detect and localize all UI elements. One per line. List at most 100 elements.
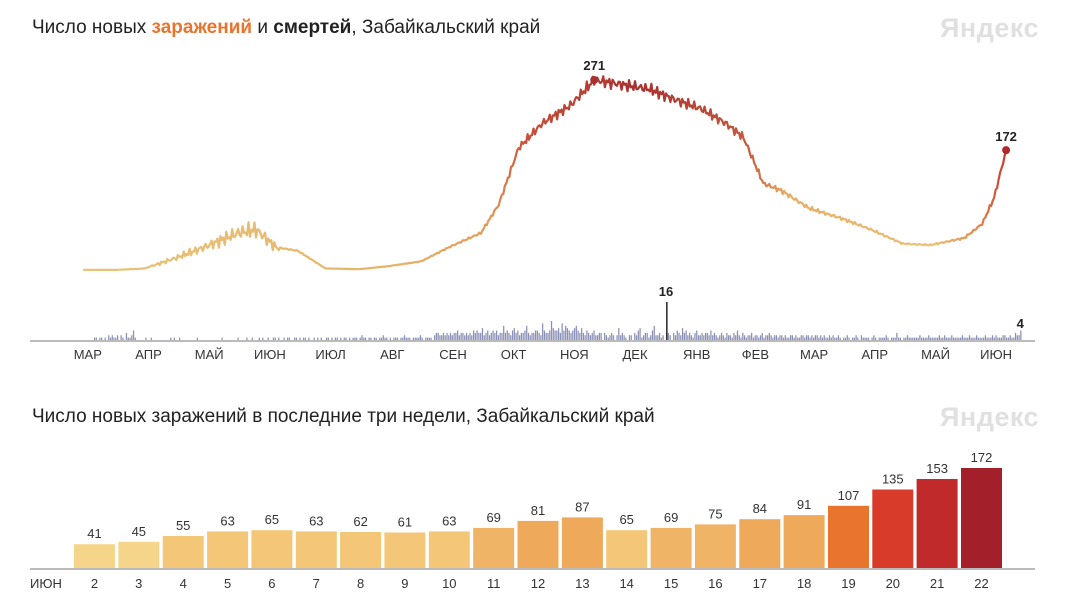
- deaths-bar: [129, 337, 131, 341]
- day-tick-label: 15: [664, 576, 678, 591]
- deaths-bar: [421, 337, 423, 341]
- deaths-bar: [448, 335, 450, 340]
- deaths-bar: [676, 330, 678, 340]
- deaths-bar: [572, 330, 574, 340]
- deaths-bar: [993, 337, 995, 341]
- deaths-bar: [495, 330, 498, 340]
- deaths-bar: [349, 337, 351, 341]
- deaths-bar: [699, 335, 701, 340]
- deaths-bar: [251, 337, 253, 341]
- deaths-bar: [791, 335, 793, 340]
- deaths-bar: [882, 337, 884, 341]
- deaths-bar: [619, 335, 622, 340]
- deaths-bar: [958, 337, 960, 341]
- deaths-bar: [621, 332, 623, 341]
- deaths-bar: [109, 337, 112, 341]
- title-part1: Число новых: [32, 17, 152, 38]
- deaths-bar: [798, 337, 801, 341]
- deaths-bar: [283, 337, 285, 341]
- deaths-bar: [903, 337, 905, 341]
- deaths-bar: [501, 332, 503, 341]
- deaths-bar: [320, 337, 322, 341]
- deaths-bar: [510, 335, 512, 340]
- yandex-logo-top: Яндекс: [940, 13, 1040, 43]
- deaths-bar: [302, 337, 305, 341]
- deaths-bar: [642, 335, 645, 340]
- day-bar-value-label: 91: [797, 497, 811, 512]
- deaths-bar: [370, 337, 372, 341]
- deaths-bar: [173, 337, 175, 341]
- deaths-bar: [952, 337, 955, 341]
- deaths-bar: [793, 337, 795, 341]
- deaths-bar: [768, 332, 770, 341]
- deaths-bar: [843, 337, 845, 341]
- deaths-bar: [499, 332, 501, 341]
- deaths-bar: [534, 330, 537, 340]
- deaths-bar: [928, 335, 930, 340]
- deaths-bar: [853, 337, 855, 341]
- deaths-bar: [455, 332, 457, 341]
- deaths-bar: [758, 337, 760, 341]
- deaths-bar: [926, 337, 928, 341]
- deaths-bar: [836, 337, 838, 341]
- deaths-bar: [871, 337, 873, 341]
- deaths-bar: [540, 335, 542, 340]
- deaths-bar: [618, 328, 620, 341]
- deaths-bar: [395, 337, 397, 341]
- deaths-bar: [196, 337, 198, 341]
- deaths-bar: [586, 330, 588, 340]
- deaths-bar: [581, 328, 583, 341]
- deaths-bar: [743, 335, 746, 340]
- deaths-bar: [754, 335, 756, 340]
- deaths-bar: [692, 337, 694, 341]
- deaths-bar: [439, 335, 441, 340]
- deaths-bar: [832, 335, 834, 340]
- deaths-bar: [795, 335, 797, 340]
- deaths-bar: [913, 337, 916, 341]
- title-infections-highlight: заражений: [151, 17, 253, 38]
- day-bar-value-label: 87: [575, 499, 589, 514]
- deaths-bar: [678, 332, 680, 341]
- day-bar: [340, 532, 382, 568]
- deaths-bar: [802, 335, 804, 340]
- day-bar-value-label: 107: [838, 488, 860, 503]
- day-tick-label: 4: [180, 576, 187, 591]
- day-tick-label: 22: [974, 576, 988, 591]
- deaths-bar: [506, 330, 508, 340]
- deaths-bar: [304, 337, 306, 341]
- deaths-bar: [267, 337, 269, 341]
- deaths-bar: [981, 337, 983, 341]
- deaths-bar: [414, 337, 416, 341]
- deaths-bar: [554, 330, 556, 340]
- deaths-bar: [951, 335, 953, 340]
- day-tick-label: 7: [313, 576, 320, 591]
- deaths-bar: [972, 337, 974, 341]
- deaths-bar: [689, 332, 691, 341]
- deaths-bar: [685, 330, 687, 340]
- deaths-bar: [1007, 337, 1010, 341]
- deaths-bar: [1020, 330, 1022, 340]
- deaths-bar: [813, 337, 815, 341]
- deaths-bar: [524, 330, 526, 340]
- deaths-bar: [681, 328, 684, 341]
- day-bar-value-label: 81: [531, 503, 545, 518]
- deaths-bar: [975, 335, 978, 340]
- deaths-bar: [589, 335, 592, 340]
- deaths-bar: [908, 337, 910, 341]
- deaths-bar: [749, 335, 751, 340]
- deaths-bar: [503, 325, 505, 340]
- month-tick-label: АПР: [862, 347, 889, 362]
- deaths-bar: [857, 337, 859, 341]
- deaths-bar: [545, 332, 547, 341]
- deaths-bar: [821, 337, 824, 341]
- deaths-bar: [828, 335, 831, 340]
- infections-line: [82, 75, 1008, 271]
- month-tick-label: ОКТ: [501, 347, 527, 362]
- deaths-bar: [944, 335, 946, 340]
- deaths-bar: [616, 335, 618, 340]
- day-tick-label: 19: [841, 576, 855, 591]
- deaths-bar: [481, 328, 484, 341]
- deaths-bar: [883, 337, 886, 341]
- day-tick-label: 21: [930, 576, 944, 591]
- deaths-bar: [990, 337, 992, 341]
